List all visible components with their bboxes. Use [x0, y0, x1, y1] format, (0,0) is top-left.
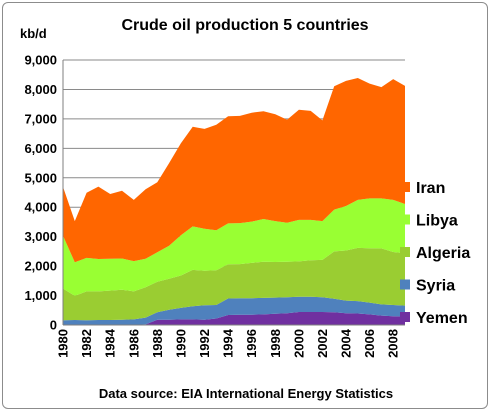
- legend-label-yemen: Yemen: [416, 310, 468, 327]
- y-tick-label: 4,000: [24, 200, 57, 215]
- axes: [62, 60, 405, 326]
- x-tick-label: 1992: [197, 329, 212, 358]
- legend-swatch-yemen: [400, 312, 410, 322]
- y-tick-label: 2,000: [24, 259, 57, 274]
- x-tick-label: 2006: [362, 329, 377, 358]
- legend-label-iran: Iran: [416, 180, 445, 197]
- legend-label-algeria: Algeria: [416, 245, 470, 262]
- legend-swatch-syria: [400, 279, 410, 290]
- chart-title: Crude oil production 5 countries: [121, 17, 368, 34]
- legend-label-libya: Libya: [416, 213, 458, 230]
- area-yemen: [63, 312, 405, 325]
- area-series: [63, 78, 405, 325]
- y-tick-label: 5,000: [24, 170, 57, 185]
- y-axis-label: kb/d: [20, 26, 47, 41]
- x-tick-label: 2002: [315, 329, 330, 358]
- data-source-note: Data source: EIA International Energy St…: [99, 386, 393, 401]
- legend: Iran Libya Algeria Syria Yemen: [400, 180, 470, 327]
- y-tick-label: 0: [50, 318, 57, 333]
- area-iran: [63, 78, 405, 263]
- y-tick-labels: 0 1,000 2,000 3,000 4,000 5,000 6,000 7,000 8,00…: [24, 53, 57, 333]
- y-tick-label: 3,000: [24, 229, 57, 244]
- x-tick-label: 2008: [386, 329, 401, 358]
- x-tick-label: 1998: [268, 329, 283, 358]
- y-tick-label: 9,000: [24, 53, 57, 68]
- x-tick-labels: 1980 1982 1984 1986 1988 1990 1992 1994 1996 1998…: [56, 328, 401, 358]
- x-tick-label: 1982: [79, 329, 94, 358]
- area-syria: [63, 296, 405, 325]
- legend-swatch-iran: [400, 182, 410, 192]
- y-tick-label: 8,000: [24, 82, 57, 97]
- x-tick-label: 1990: [173, 329, 188, 358]
- y-tick-label: 6,000: [24, 141, 57, 156]
- y-tick-label: 7,000: [24, 111, 57, 126]
- x-tick-label: 1986: [126, 329, 141, 358]
- y-tick-label: 1,000: [24, 288, 57, 303]
- x-tick-label: 1996: [244, 329, 259, 358]
- x-tick-label: 2004: [339, 328, 354, 358]
- legend-swatch-algeria: [400, 247, 410, 257]
- x-tick-label: 1984: [103, 328, 118, 358]
- x-tick-label: 1994: [221, 328, 236, 358]
- x-tick-label: 1980: [56, 329, 71, 358]
- x-tick-label: 1988: [150, 329, 165, 358]
- legend-label-syria: Syria: [416, 278, 455, 295]
- x-tick-label: 2000: [291, 329, 306, 358]
- area-libya: [63, 198, 405, 296]
- legend-swatch-libya: [400, 214, 410, 225]
- area-algeria: [63, 247, 405, 321]
